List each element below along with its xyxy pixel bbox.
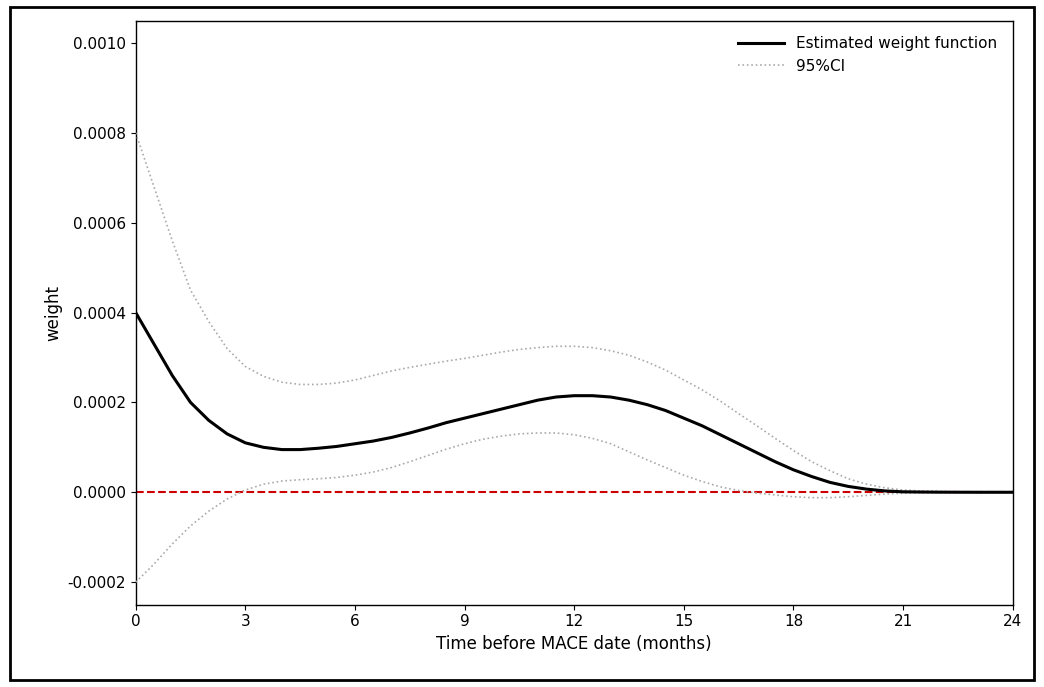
Y-axis label: weight: weight <box>44 284 62 341</box>
Legend: Estimated weight function, 95%CI: Estimated weight function, 95%CI <box>731 28 1005 81</box>
X-axis label: Time before MACE date (months): Time before MACE date (months) <box>436 635 712 653</box>
